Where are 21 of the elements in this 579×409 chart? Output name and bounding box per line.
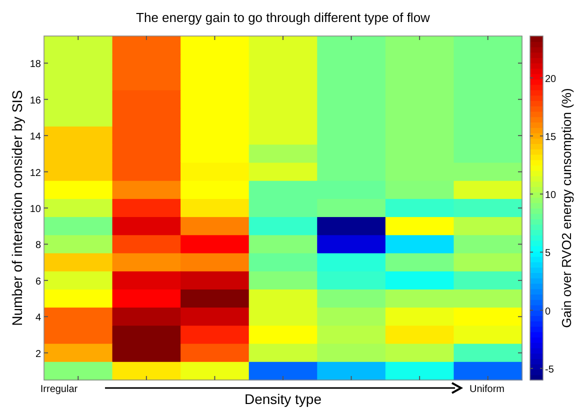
x-axis-title: Density type	[244, 391, 322, 407]
y-tick-label: 2	[35, 348, 42, 360]
y-tick-label: 12	[30, 168, 42, 179]
y-tick-label: 14	[30, 132, 42, 143]
color-bar-label: 0	[545, 306, 551, 318]
color-bar-label: 20	[545, 74, 557, 85]
color-bar-label: -5	[545, 364, 554, 376]
y-axis-title: Number of interaction consider by SIS	[9, 90, 25, 326]
chart-title: The energy gain to go through different type of flow	[136, 10, 431, 25]
y-tick-label: 16	[30, 95, 42, 106]
y-tick-label: 8	[35, 240, 42, 252]
text: Uniform	[469, 384, 505, 395]
y-tick-label: 18	[30, 59, 42, 70]
color-bar-label: 10	[545, 190, 557, 202]
y-tick-label: 4	[35, 312, 42, 324]
text: Irregular	[40, 384, 78, 395]
y-tick-label: 6	[35, 276, 42, 288]
color-bar-title: Gain over RVO2 energy cunsomption (%)	[559, 88, 574, 328]
color-bar-label: 15	[545, 132, 557, 143]
y-tick-label: 10	[30, 204, 42, 215]
color-bar-label: 5	[545, 248, 551, 260]
